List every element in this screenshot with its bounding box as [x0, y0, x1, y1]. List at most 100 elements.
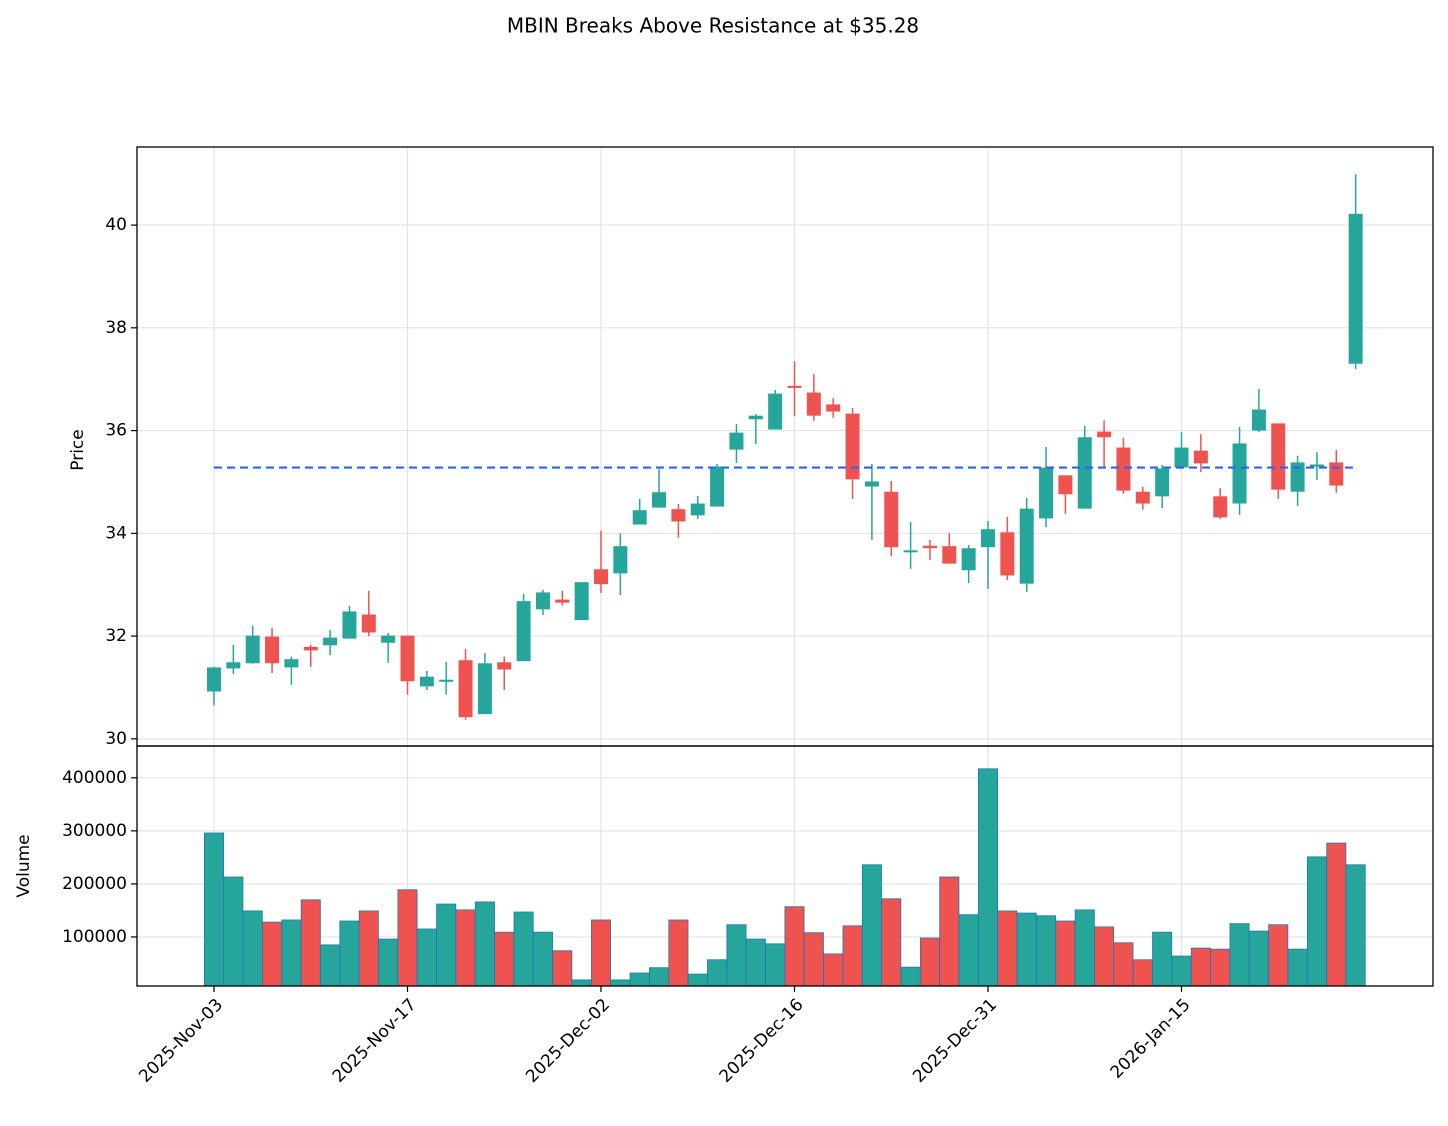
- volume-bar: [745, 938, 766, 987]
- candle-body: [864, 481, 879, 487]
- candle-body: [265, 636, 280, 664]
- candle-body: [729, 432, 744, 450]
- candle-body: [710, 466, 725, 507]
- volume-tick-label: 400000: [62, 768, 127, 788]
- candle-body: [342, 611, 357, 639]
- volume-bar: [1132, 959, 1153, 987]
- volume-bar: [707, 959, 728, 987]
- candle-body: [477, 663, 492, 715]
- volume-bar: [881, 898, 902, 987]
- candle-body: [516, 601, 531, 662]
- volume-bar: [958, 914, 979, 987]
- candle-body: [671, 509, 686, 522]
- volume-bar: [939, 876, 960, 987]
- volume-bar: [281, 919, 302, 987]
- volume-bar: [803, 932, 824, 987]
- volume-bar: [223, 876, 244, 987]
- candle-body: [981, 529, 995, 548]
- volume-bar: [320, 944, 341, 987]
- volume-tick-label: 100000: [62, 927, 127, 947]
- candle-body: [632, 510, 647, 525]
- volume-bar: [1016, 912, 1037, 987]
- volume-bar: [1171, 955, 1192, 987]
- volume-bar: [532, 931, 553, 987]
- volume-bar: [494, 931, 515, 987]
- candle-body: [1155, 468, 1170, 497]
- volume-bar: [1190, 947, 1211, 987]
- candle-body: [748, 415, 763, 420]
- volume-bar: [629, 972, 650, 987]
- candle-body: [1077, 437, 1092, 509]
- volume-bar: [1074, 909, 1095, 987]
- candle-body: [594, 569, 608, 585]
- volume-tick-label: 200000: [62, 874, 127, 894]
- candle-body: [1329, 462, 1344, 486]
- candle-body: [922, 545, 937, 549]
- candle-body: [1193, 450, 1208, 464]
- volume-bar: [358, 910, 379, 987]
- candle-body: [1000, 532, 1015, 576]
- candle-body: [1251, 409, 1266, 431]
- volume-tick-label: 300000: [62, 821, 127, 841]
- y-tick-label: 34: [105, 523, 127, 543]
- candle-body: [1058, 475, 1073, 495]
- volume-bar: [591, 919, 612, 987]
- candle-body: [1232, 443, 1247, 504]
- volume-bar: [1306, 856, 1327, 987]
- candle-body: [1174, 447, 1189, 468]
- volume-bar: [1094, 926, 1115, 987]
- volume-bar: [687, 973, 708, 987]
- volume-bar: [474, 901, 495, 987]
- candle-body: [1019, 508, 1034, 584]
- candle-body: [1097, 431, 1112, 438]
- chart-title: MBIN Breaks Above Resistance at $35.28: [507, 14, 919, 38]
- candle-body: [323, 637, 338, 646]
- volume-bar: [823, 953, 844, 987]
- volume-bar: [513, 911, 534, 987]
- volume-bar: [978, 768, 999, 987]
- volume-bar: [919, 937, 940, 987]
- y-tick-label: 36: [105, 421, 127, 441]
- y-tick-label: 32: [105, 626, 127, 646]
- candle-body: [1348, 213, 1363, 364]
- candle-body: [806, 392, 821, 416]
- candle-body: [555, 599, 570, 603]
- volume-bar: [784, 906, 805, 987]
- candle-body: [439, 679, 454, 682]
- y-tick-label: 30: [105, 729, 127, 749]
- volume-bar: [649, 967, 670, 987]
- volume-bar: [203, 832, 224, 987]
- volume-bar: [1229, 923, 1250, 987]
- candle-body: [1039, 467, 1054, 519]
- candle-body: [690, 503, 705, 516]
- candle-body: [768, 393, 783, 430]
- candle-body: [303, 646, 318, 651]
- volume-bar: [1248, 930, 1269, 987]
- candle-body: [419, 676, 434, 687]
- y-tick-label: 40: [105, 215, 127, 235]
- candle-body: [1213, 496, 1228, 518]
- volume-bar: [861, 864, 882, 987]
- candle-body: [535, 592, 550, 610]
- y-axis-label: Price: [68, 429, 88, 470]
- volume-bar: [436, 903, 457, 987]
- volume-bar: [997, 910, 1018, 987]
- volume-bar: [262, 921, 283, 987]
- candle-body: [826, 404, 841, 412]
- volume-bar: [1055, 920, 1076, 987]
- volume-axis-label: Volume: [14, 834, 34, 897]
- volume-bar: [1036, 915, 1057, 987]
- volume-bar: [397, 889, 418, 987]
- volume-bar: [1326, 842, 1347, 987]
- candle-body: [226, 662, 241, 669]
- volume-bar: [242, 910, 263, 987]
- candle-body: [942, 546, 957, 564]
- volume-bar: [1152, 931, 1173, 987]
- volume-bar: [1113, 942, 1134, 987]
- volume-bar: [416, 928, 437, 987]
- volume-bar: [1287, 948, 1308, 987]
- candle-body: [207, 667, 221, 692]
- volume-bar: [668, 919, 689, 987]
- candle-body: [1135, 491, 1150, 504]
